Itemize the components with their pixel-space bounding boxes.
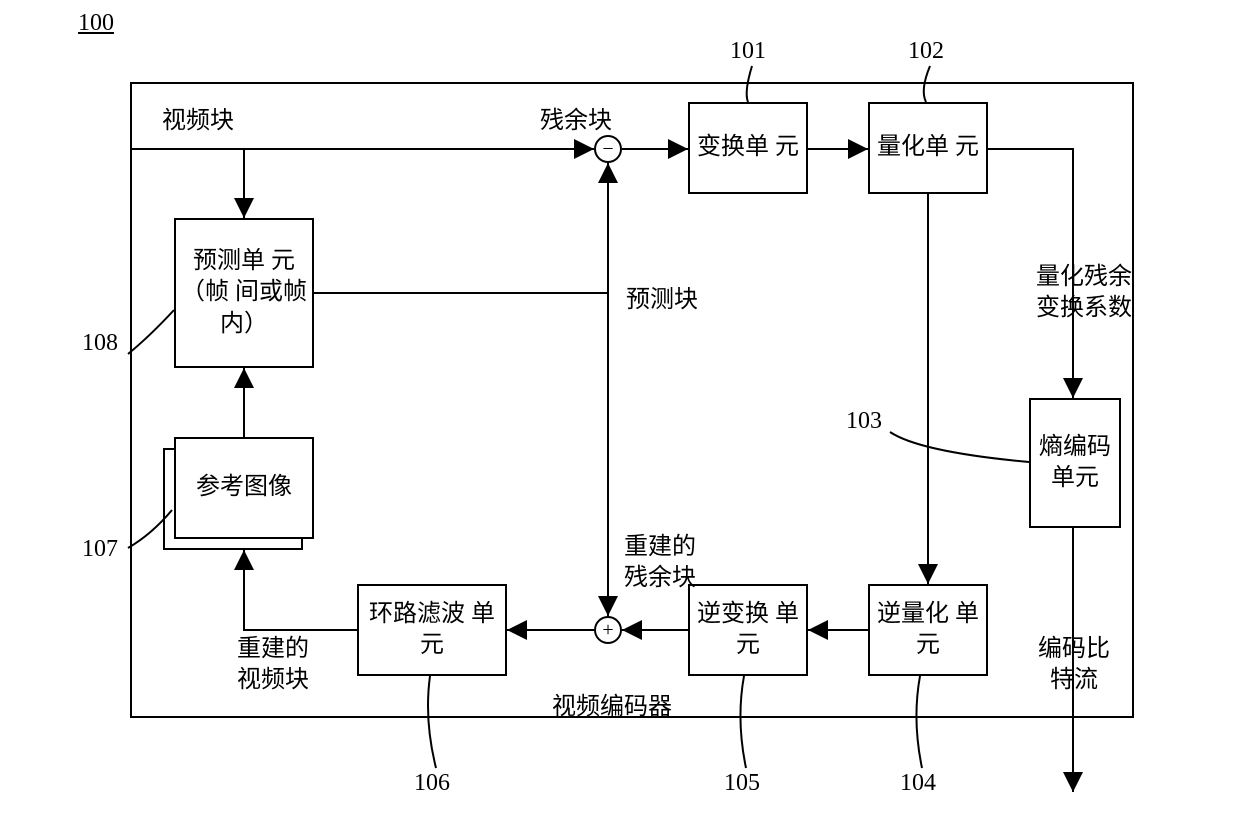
refnum-103: 103 <box>846 406 882 437</box>
transform-unit: 变换单 元 <box>688 102 808 194</box>
entropy-unit-text: 熵编码 单元 <box>1035 432 1115 494</box>
refnum-104: 104 <box>900 768 936 799</box>
label-video-block: 视频块 <box>162 106 234 137</box>
quant-unit-text: 量化单 元 <box>877 132 979 163</box>
quant-unit: 量化单 元 <box>868 102 988 194</box>
add-op: + <box>594 616 622 644</box>
loop-filter-unit-text: 环路滤波 单元 <box>363 599 501 661</box>
inv-transform-unit: 逆变换 单元 <box>688 584 808 676</box>
figure-number: 100 <box>78 10 114 37</box>
transform-unit-text: 变换单 元 <box>697 132 799 163</box>
plus-glyph: + <box>602 619 613 642</box>
dequant-unit: 逆量化 单元 <box>868 584 988 676</box>
refnum-107: 107 <box>82 534 118 565</box>
inv-transform-unit-text: 逆变换 单元 <box>694 599 802 661</box>
label-recon-video: 重建的 视频块 <box>237 634 309 696</box>
refnum-108: 108 <box>82 328 118 359</box>
diagram-canvas: 100 变换单 元 量化单 元 熵编码 单元 逆量化 单元 逆变换 单元 环路滤… <box>0 0 1240 813</box>
refnum-101: 101 <box>730 36 766 67</box>
label-recon-residual: 重建的 残余块 <box>624 532 696 594</box>
refnum-105: 105 <box>724 768 760 799</box>
prediction-unit: 预测单 元（帧 间或帧 内） <box>174 218 314 368</box>
subtract-op: − <box>594 135 622 163</box>
prediction-unit-text: 预测单 元（帧 间或帧 内） <box>180 246 308 340</box>
entropy-unit: 熵编码 单元 <box>1029 398 1121 528</box>
label-quant-coeff: 量化残余 变换系数 <box>1036 262 1132 324</box>
ref-image: 参考图像 <box>174 437 314 539</box>
refnum-106: 106 <box>414 768 450 799</box>
label-residual: 残余块 <box>540 106 612 137</box>
loop-filter-unit: 环路滤波 单元 <box>357 584 507 676</box>
label-pred-block: 预测块 <box>626 285 698 316</box>
ref-image-text: 参考图像 <box>196 472 292 503</box>
refnum-102: 102 <box>908 36 944 67</box>
label-caption: 视频编码器 <box>552 692 672 723</box>
label-bitstream: 编码比 特流 <box>1038 634 1110 696</box>
dequant-unit-text: 逆量化 单元 <box>874 599 982 661</box>
minus-glyph: − <box>602 138 613 161</box>
